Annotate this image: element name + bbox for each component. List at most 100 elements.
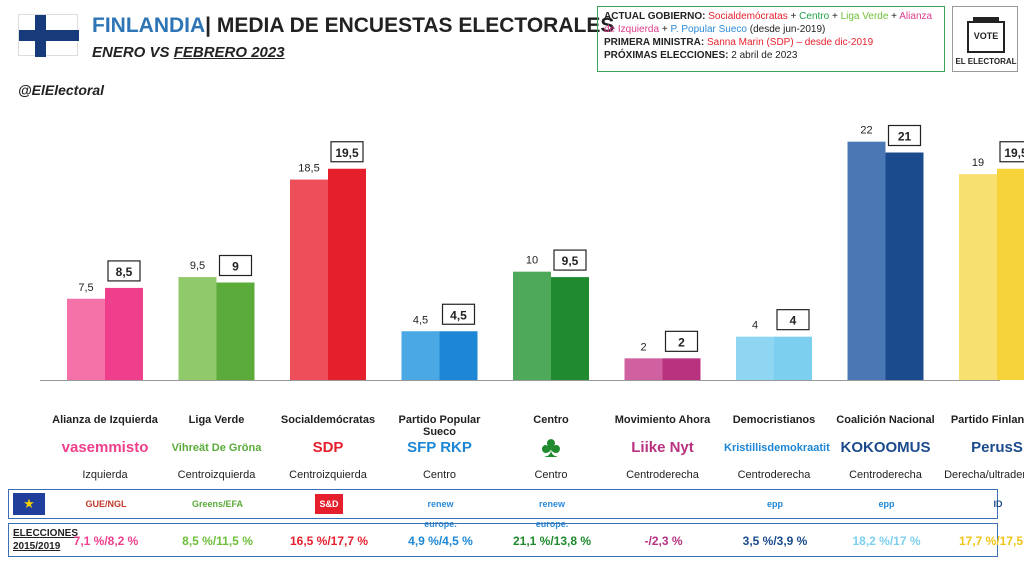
government-part: P. Popular Sueco xyxy=(670,24,747,35)
data-label-january: 4 xyxy=(752,320,758,332)
page-title: FINLANDIA| MEDIA DE ENCUESTAS ELECTORALE… xyxy=(92,14,615,37)
eu-group-logo: S&D xyxy=(315,494,343,514)
data-label-box xyxy=(107,260,141,282)
party-name: Centro xyxy=(533,414,569,426)
eu-group-logo: ID xyxy=(993,499,1003,509)
data-label-box xyxy=(553,249,587,271)
party-logo: SFP RKP xyxy=(407,439,472,456)
party-logo: Vihreät De Gröna xyxy=(171,442,262,454)
party-ideology: Centroderecha xyxy=(849,469,922,481)
data-label-january: 9,5 xyxy=(190,260,205,272)
el-electoral-logo: VOTE EL ELECTORAL xyxy=(952,6,1018,72)
bar-february xyxy=(774,336,812,380)
party-logo: vasemmisto xyxy=(61,439,149,456)
eu-group-logo: epp xyxy=(766,499,783,509)
election-result: 4,9 %/4,5 % xyxy=(408,534,473,548)
government-part: Centro xyxy=(799,11,830,22)
party-ideology: Derecha/ultraderecha xyxy=(944,469,1024,481)
eu-group-logo: Greens/EFA xyxy=(191,499,244,509)
bar-february xyxy=(439,331,478,380)
eu-group-logo xyxy=(634,494,694,514)
election-result: -/2,3 % xyxy=(644,534,683,548)
government-part: Liga Verde xyxy=(840,11,889,22)
twitter-handle: @ElElectoral xyxy=(18,82,105,98)
data-label-box xyxy=(887,124,922,147)
elections-band: ELECCIONES 2015/2019 7,1 %/8,2 % 8,5 %/11,… xyxy=(8,523,1024,557)
eu-group-logo: renew europe. xyxy=(535,499,569,529)
header: FINLANDIA| MEDIA DE ENCUESTAS ELECTORALE… xyxy=(0,0,1024,78)
bar-january xyxy=(736,336,774,380)
party-ideology: Izquierda xyxy=(82,469,128,481)
data-label-box xyxy=(218,254,253,277)
data-label-box xyxy=(999,141,1024,163)
party-logo: KOKOOMUS xyxy=(840,439,931,456)
government-part: Socialdemócratas xyxy=(708,11,788,22)
bar-january xyxy=(847,141,886,380)
bar-january xyxy=(513,271,551,380)
data-label-january: 7,5 xyxy=(78,282,93,294)
bar-february xyxy=(662,358,701,380)
party-ideology: Centroizquierda xyxy=(289,469,367,481)
election-result: 7,1 %/8,2 % xyxy=(73,534,139,548)
government-part: (desde jun-2019) xyxy=(747,24,826,35)
data-label-february: 8,5 xyxy=(116,265,133,279)
government-part: + xyxy=(659,24,671,35)
eu-group-logo: GUE/NGL xyxy=(85,499,127,509)
data-label-box xyxy=(664,330,699,352)
party-logo: Kristillisdemokraatit xyxy=(724,442,830,454)
bar-chart: 7,58,5 9,5 918,519,54,5 4,510 9,52 24 422 21191… xyxy=(40,124,1024,381)
party-name: Partido Popular Sueco xyxy=(398,414,481,438)
party-name: Socialdemócratas xyxy=(280,414,376,426)
government-info-box: ACTUAL GOBIERNO: Socialdemócratas + Cent… xyxy=(597,6,945,72)
bar-january xyxy=(401,331,440,380)
data-label-box xyxy=(776,309,810,331)
election-result: 16,5 %/17,7 % xyxy=(289,534,369,548)
party-logo: PerusS xyxy=(971,439,1023,456)
party-name: Alianza de Izquierda xyxy=(52,414,158,426)
bar-january xyxy=(624,358,663,380)
data-label-january: 22 xyxy=(860,125,872,137)
bar-january xyxy=(178,277,217,380)
government-line: ACTUAL GOBIERNO: Socialdemócratas + Cent… xyxy=(604,11,933,35)
data-label-january: 4,5 xyxy=(413,314,428,326)
bar-january xyxy=(67,298,105,380)
finland-flag-icon xyxy=(18,14,79,57)
data-label-february: 4,5 xyxy=(450,308,467,322)
government-part: + xyxy=(888,11,900,22)
bar-february xyxy=(328,168,366,380)
party-ideology: Centroderecha xyxy=(737,469,811,481)
bar-february xyxy=(216,282,255,380)
party-name: Partido Finlandés xyxy=(950,414,1024,426)
data-label-january: 10 xyxy=(526,255,538,267)
party-name: Liga Verde xyxy=(188,414,245,426)
bar-february xyxy=(997,168,1024,380)
data-label-february: 4 xyxy=(790,314,797,328)
bar-january xyxy=(290,179,328,380)
party-name: Democristianos xyxy=(732,414,816,426)
government-part: + xyxy=(829,11,841,22)
party-ideology: Centroderecha xyxy=(626,469,699,481)
data-label-february: 19,5 xyxy=(335,146,359,160)
pm-line: PRIMERA MINISTRA: Sanna Marin (SDP) – de… xyxy=(604,37,874,48)
data-label-january: 19 xyxy=(972,157,984,169)
elections-label: ELECCIONES 2015/2019 xyxy=(13,528,79,552)
data-label-january: 18,5 xyxy=(298,163,319,175)
bar-february xyxy=(551,277,589,380)
next-election-line: PRÓXIMAS ELECCIONES: 2 abril de 2023 xyxy=(604,50,798,61)
party-name: Movimiento Ahora xyxy=(614,414,711,426)
party-logo: Liike Nyt xyxy=(631,439,694,456)
bar-february xyxy=(885,152,924,380)
bar-january xyxy=(959,174,997,380)
data-label-february: 2 xyxy=(678,335,685,349)
page-subtitle: ENERO VS FEBRERO 2023 xyxy=(92,44,285,61)
eu-group-logo: renew europe. xyxy=(424,499,457,529)
government-part: + xyxy=(787,11,800,22)
eu-flag-icon: ★ xyxy=(13,493,45,515)
party-logo: ♣ xyxy=(541,431,561,464)
ballot-box-icon xyxy=(967,21,1005,53)
bar-february xyxy=(105,287,143,380)
election-result: 17,7 %/17,5 % xyxy=(958,534,1024,548)
party-ideology: Centro xyxy=(422,469,457,481)
data-label-february: 9,5 xyxy=(562,254,579,268)
election-result: 21,1 %/13,8 % xyxy=(512,534,592,548)
